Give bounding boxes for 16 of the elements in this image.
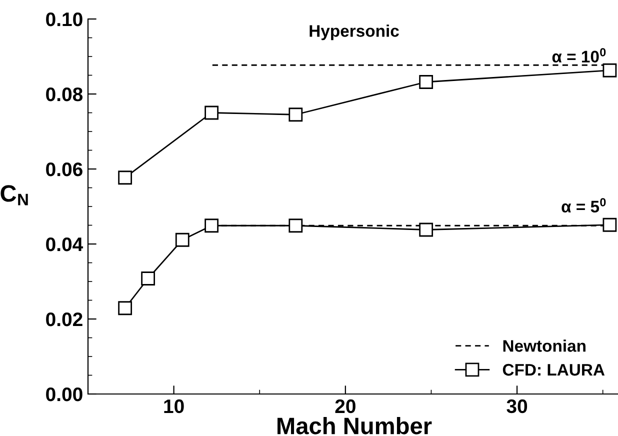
- x-axis-title: Mach Number: [278, 416, 432, 434]
- y-tick-label: 0.04: [46, 237, 84, 252]
- y-tick-label: 0.02: [46, 312, 82, 326]
- x-tick-label: 20: [335, 399, 356, 414]
- legend-label: Newtonian: [503, 340, 586, 352]
- chart-title: Hypersonic: [310, 24, 399, 40]
- y-tick-label: 0.08: [46, 87, 83, 102]
- y-tick-label: 0.06: [46, 162, 82, 176]
- annotation: α = 10$^{0}$: [552, 48, 606, 63]
- x-tick-label: 30: [506, 399, 528, 414]
- annotation: α = 5$^{0}$: [562, 198, 606, 213]
- legend-label: CFD: LAURA: [502, 364, 605, 376]
- y-axis-title: C$_{N}$: [0, 185, 28, 206]
- y-tick-label: 0.00: [46, 387, 82, 402]
- x-tick-label: 10: [164, 399, 184, 414]
- y-tick-label: 0.10: [46, 12, 82, 26]
